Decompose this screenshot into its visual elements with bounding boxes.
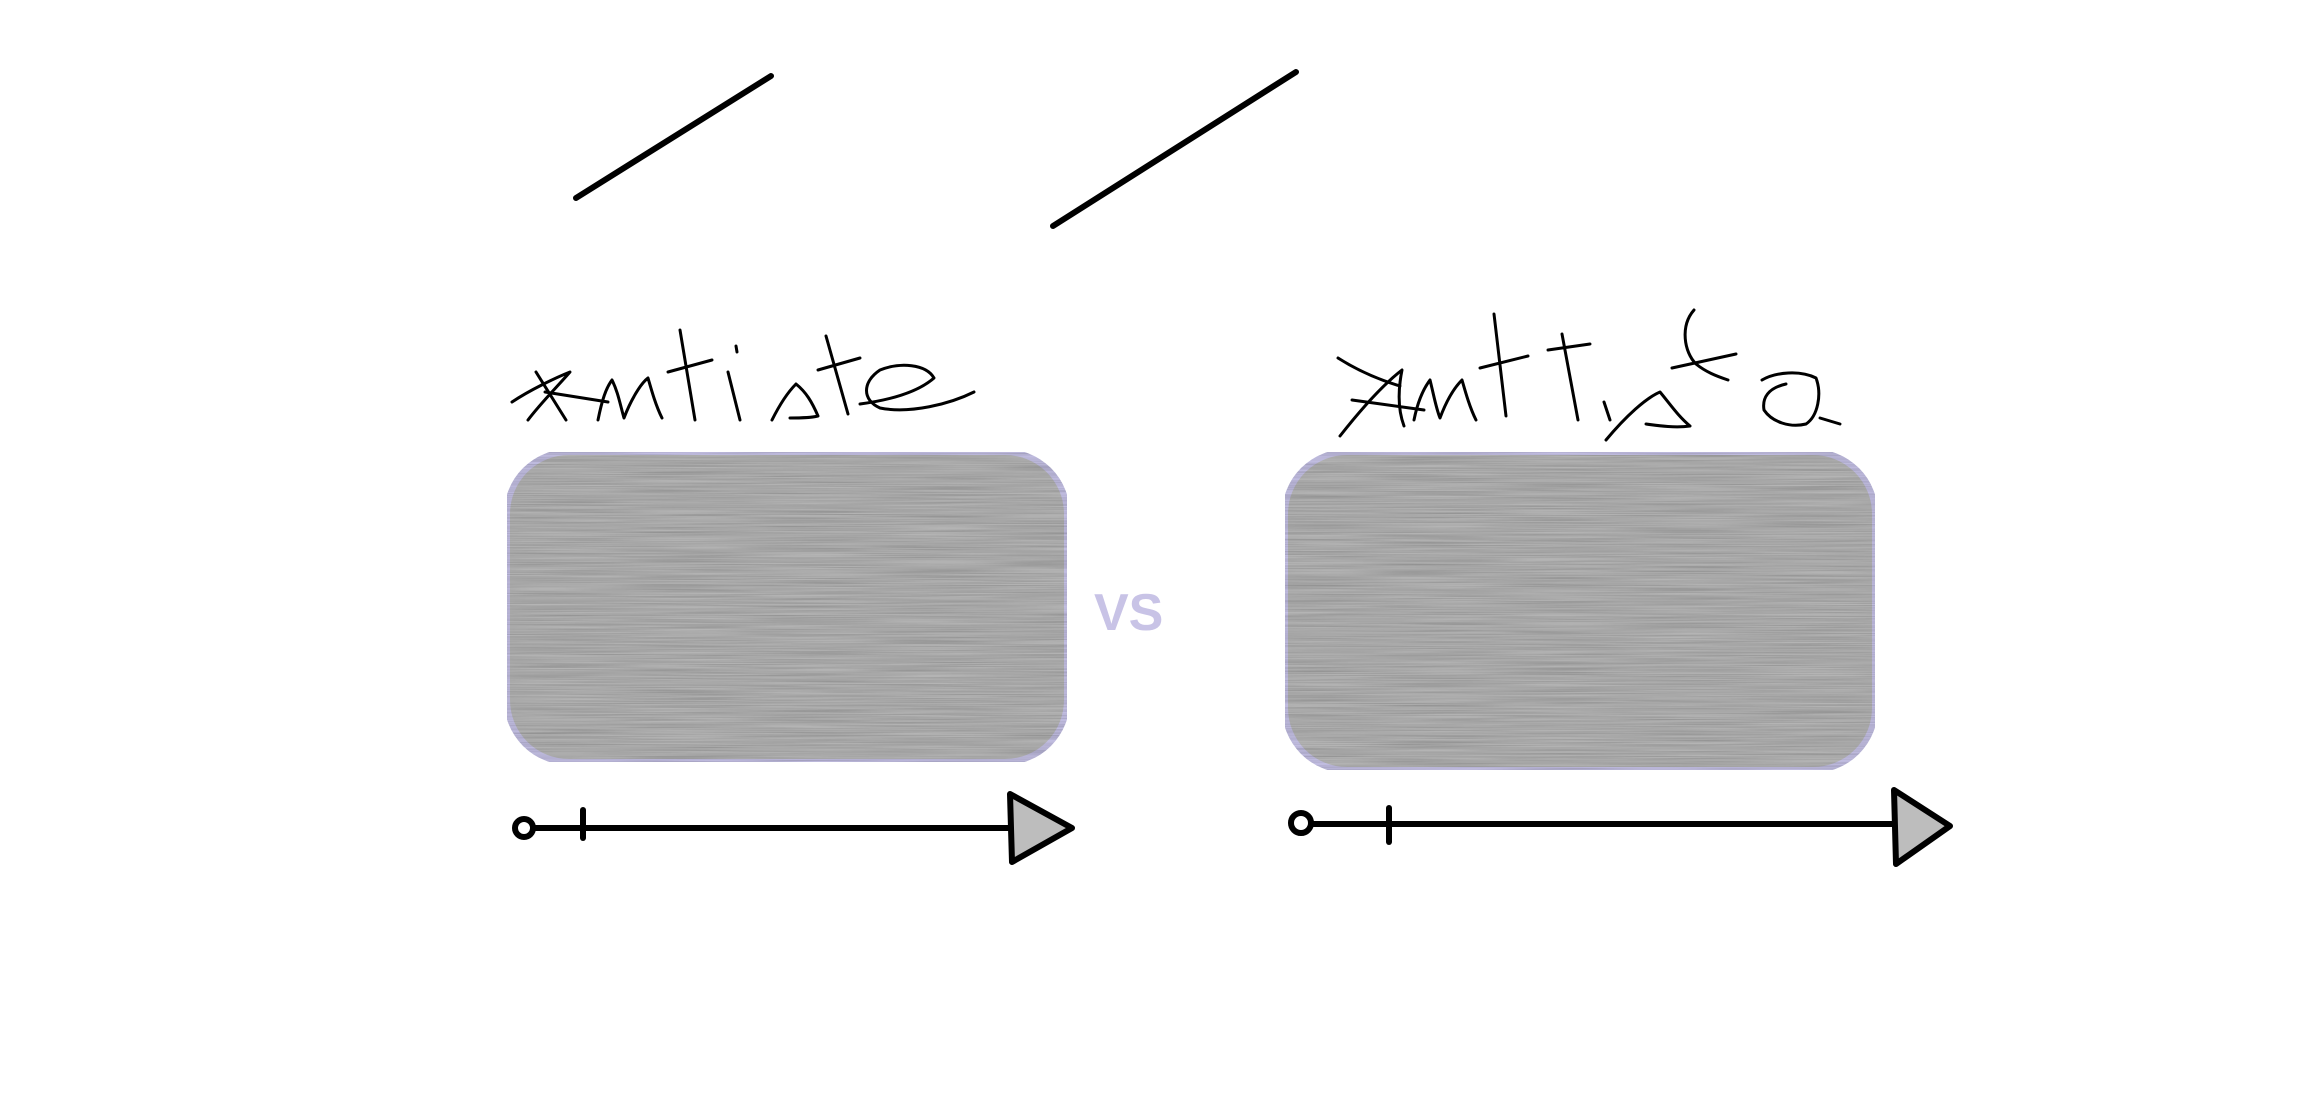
- right-card: [1282, 449, 1878, 773]
- top-stroke-right: [1050, 69, 1299, 229]
- left-card: [504, 449, 1070, 765]
- left-timeline: [512, 791, 1075, 865]
- right-timeline-arrowhead: [1891, 787, 1953, 867]
- right-panel: [1282, 308, 1953, 867]
- top-stroke-left: [573, 73, 774, 201]
- right-timeline: [1288, 787, 1953, 867]
- left-panel: [504, 328, 1075, 865]
- left-timeline-arrowhead: [1007, 791, 1075, 865]
- right-timeline-start-dot: [1288, 810, 1314, 836]
- top-strokes: [573, 69, 1299, 229]
- left-handwritten-label: [510, 328, 976, 422]
- vs-label: VS: [1094, 584, 1164, 642]
- right-handwritten-label: [1336, 308, 1842, 442]
